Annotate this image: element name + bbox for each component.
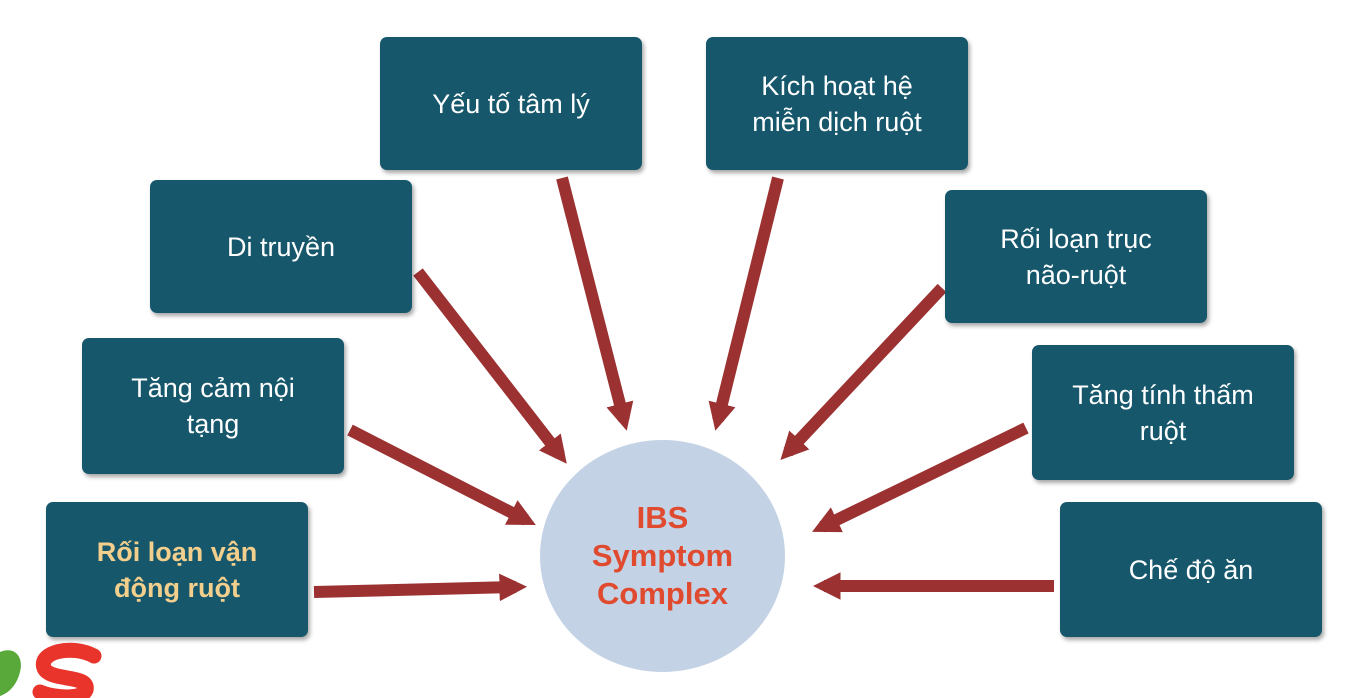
ibs-symptom-complex-circle: IBS Symptom Complex [540, 440, 785, 672]
arrow-tang-cam-noi-tang [347, 424, 536, 526]
arrow-tang-tinh-tham-ruot [812, 422, 1029, 533]
factor-tang-tinh-tham-ruot: Tăng tính thấm ruột [1032, 345, 1294, 480]
ibs-symptom-complex-label: IBS Symptom Complex [591, 500, 734, 611]
factor-kich-hoat-he-mien-dich-ruot: Kích hoạt hệ miễn dịch ruột [706, 37, 968, 170]
factor-tang-cam-noi-tang: Tăng cảm nội tạng [82, 338, 344, 474]
factor-roi-loan-truc-nao-ruot: Rối loạn trục não-ruột [945, 190, 1207, 323]
factor-roi-loan-van-dong-ruot: Rối loạn vận động ruột [46, 502, 308, 637]
factor-yeu-to-tam-ly: Yếu tố tâm lý [380, 37, 642, 170]
arrow-yeu-to-tam-ly [556, 176, 634, 431]
arrow-di-truyen [413, 268, 567, 464]
arrow-kich-hoat-he-mien-dich-ruot [708, 176, 784, 431]
arrow-roi-loan-truc-nao-ruot [780, 283, 947, 461]
factor-che-do-an: Chế độ ăn [1060, 502, 1322, 637]
factor-di-truyen: Di truyền [150, 180, 412, 313]
partial-logo-mark [0, 642, 102, 698]
arrow-roi-loan-van-dong-ruot [313, 573, 528, 602]
